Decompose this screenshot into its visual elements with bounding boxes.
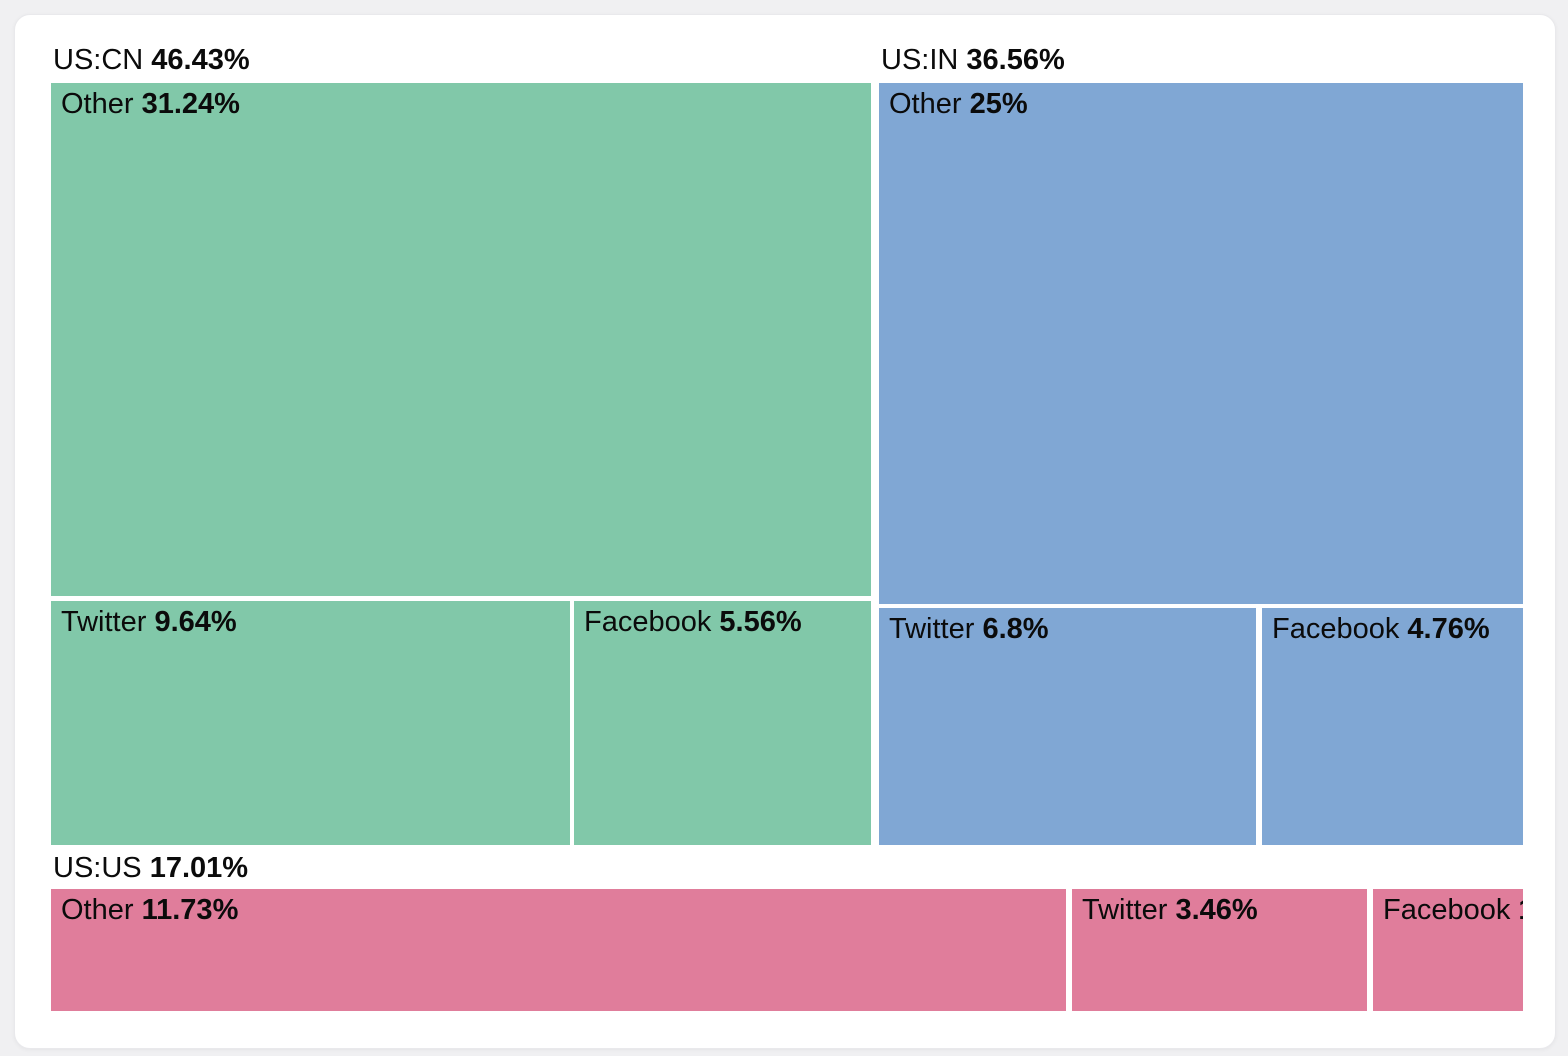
treemap-tile-us-us-other[interactable]: Other 11.73% xyxy=(51,889,1066,1011)
treemap-card: US:CN 46.43% Other 31.24% Twitter 9.64% … xyxy=(14,14,1556,1049)
group-value: 17.01% xyxy=(149,852,249,884)
group-value: 36.56% xyxy=(966,44,1065,76)
treemap-tile-us-us-twitter[interactable]: Twitter 3.46% xyxy=(1072,889,1367,1011)
group-name: US:IN xyxy=(881,44,959,76)
tile-label: Twitter 3.46% xyxy=(1082,894,1258,926)
group-name: US:CN xyxy=(53,44,144,76)
group-value: 46.43% xyxy=(151,44,250,76)
tile-label: Twitter 9.64% xyxy=(61,606,237,638)
group-label-us-cn: US:CN 46.43% xyxy=(53,43,250,77)
treemap-tile-us-in-other[interactable]: Other 25% xyxy=(879,83,1523,604)
tile-label: Facebook 4.76% xyxy=(1272,613,1490,645)
group-label-us-us: US:US 17.01% xyxy=(53,851,248,885)
treemap-tile-us-cn-other[interactable]: Other 31.24% xyxy=(51,83,871,596)
group-label-us-in: US:IN 36.56% xyxy=(881,43,1065,77)
tile-label: Other 31.24% xyxy=(61,88,240,120)
treemap-tile-us-cn-facebook[interactable]: Facebook 5.56% xyxy=(574,601,871,845)
group-name: US:US xyxy=(53,852,142,884)
tile-label: Other 11.73% xyxy=(61,894,239,926)
tile-label: Twitter 6.8% xyxy=(889,613,1049,645)
treemap-tile-us-cn-twitter[interactable]: Twitter 9.64% xyxy=(51,601,570,845)
treemap-tile-us-in-facebook[interactable]: Facebook 4.76% xyxy=(1262,608,1523,845)
tile-label: Other 25% xyxy=(889,88,1028,120)
tile-label: Facebook 5.56% xyxy=(584,606,802,638)
treemap-tile-us-in-twitter[interactable]: Twitter 6.8% xyxy=(879,608,1256,845)
tile-label: Facebook 1.81% xyxy=(1383,894,1523,926)
treemap-tile-us-us-facebook[interactable]: Facebook 1.81% xyxy=(1373,889,1523,1011)
